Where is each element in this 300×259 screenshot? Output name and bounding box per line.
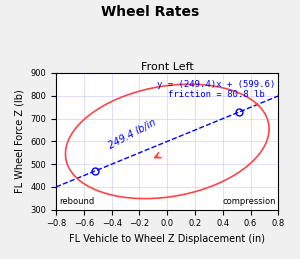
Text: y = (249.4)x + (599.6)
friction = 80.8 lb: y = (249.4)x + (599.6) friction = 80.8 l…	[157, 80, 275, 99]
Title: Front Left: Front Left	[141, 62, 194, 72]
Text: rebound: rebound	[59, 197, 94, 206]
X-axis label: FL Vehicle to Wheel Z Displacement (in): FL Vehicle to Wheel Z Displacement (in)	[69, 234, 265, 244]
Text: 249.4 lb/in: 249.4 lb/in	[107, 118, 158, 151]
Text: compression: compression	[222, 197, 276, 206]
Y-axis label: FL Wheel Force Z (lb): FL Wheel Force Z (lb)	[15, 89, 25, 193]
Text: Wheel Rates: Wheel Rates	[101, 5, 199, 19]
